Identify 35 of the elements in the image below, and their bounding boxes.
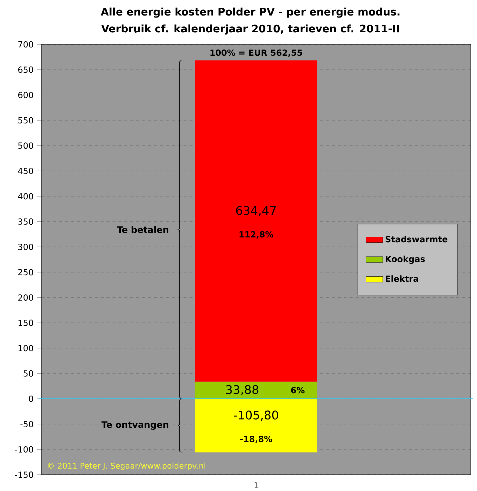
legend-label: Kookgas [386, 256, 426, 264]
y-tick-label: 500 [18, 142, 34, 150]
y-tick-label: 350 [18, 218, 34, 225]
y-tick-label: 400 [18, 193, 34, 200]
annotation: 112,8% [240, 231, 274, 239]
annotation: Te ontvangen [102, 422, 169, 430]
legend-label: Stadswarmte [386, 236, 448, 243]
annotation: -18,8% [240, 436, 272, 444]
chart-title: Alle energie kosten Polder PV - per energie modus. [101, 8, 400, 18]
y-tick-label: 50 [24, 370, 34, 377]
bar [195, 382, 318, 400]
bar [195, 399, 318, 453]
y-tick-label: 700 [18, 41, 34, 48]
y-tick-label: 250 [18, 269, 34, 276]
y-tick-label: -100 [15, 446, 34, 453]
y-tick-label: -150 [15, 472, 34, 478]
y-tick-label: -50 [20, 421, 34, 428]
annotation: 6% [291, 387, 305, 394]
y-tick-label: 150 [18, 320, 34, 326]
legend-label: Elektra [386, 276, 418, 282]
data-label: 634,47 [236, 206, 276, 216]
y-tick-label: 200 [18, 294, 34, 301]
bar [195, 60, 318, 382]
annotation: 100% = EUR 562,55 [210, 50, 302, 58]
y-tick-label: 450 [18, 168, 34, 174]
y-tick-label: 0 [29, 396, 34, 402]
y-tick-label: 550 [18, 117, 34, 124]
annotation: Te betalen [117, 226, 169, 234]
chart-subtitle: Verbruik cf. kalenderjaar 2010, tarieven cf. 2011-II [102, 24, 400, 35]
y-tick-label: 100 [18, 345, 34, 352]
y-tick-label: 300 [18, 244, 34, 250]
data-label: -105,80 [234, 410, 278, 421]
y-tick-label: 650 [18, 66, 34, 74]
data-label: 33,88 [226, 385, 259, 396]
y-tick-label: 600 [18, 92, 34, 98]
